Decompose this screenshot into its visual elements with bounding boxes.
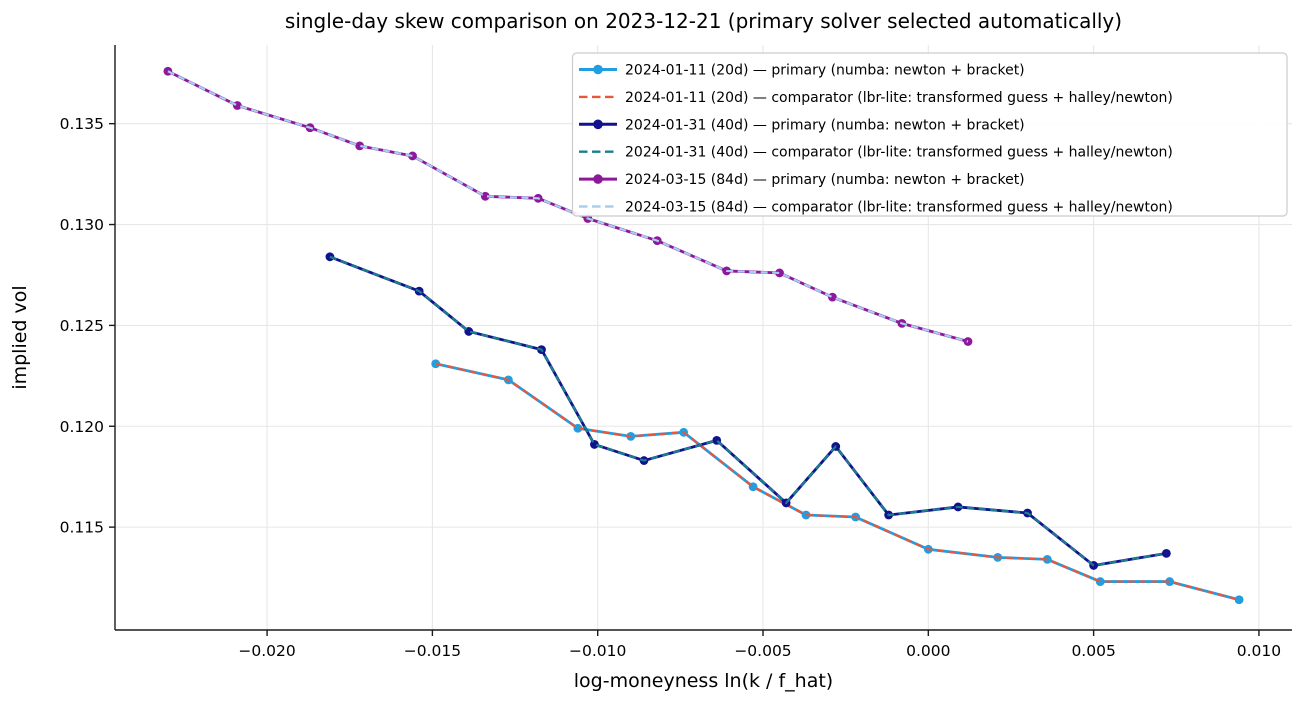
legend-handle-marker: [593, 174, 603, 184]
axis-ticks: −0.020 −0.015 −0.010 −0.005 0.000 0.005 0.010 0…: [60, 115, 1282, 660]
y-tick-label: 0.120: [60, 418, 104, 436]
data-point-marker: [828, 292, 837, 302]
y-tick-label: 0.115: [60, 519, 104, 537]
series-line-5: [167, 70, 969, 343]
x-tick-label: −0.005: [734, 642, 791, 660]
data-point-marker: [1042, 554, 1052, 564]
x-tick-label: 0.005: [1071, 642, 1115, 660]
legend-label: 2024-01-31 (40d) — primary (numba: newto…: [625, 117, 1025, 133]
x-axis-label: log-moneyness ln(k / f_hat): [574, 670, 833, 692]
x-tick-label: 0.010: [1237, 642, 1281, 660]
legend-label: 2024-03-15 (84d) — primary (numba: newto…: [625, 172, 1025, 188]
data-point-marker: [775, 268, 784, 278]
x-tick-label: −0.015: [404, 642, 461, 660]
chart-title: single-day skew comparison on 2023-12-21…: [285, 9, 1122, 33]
legend-label: 2024-01-31 (40d) — comparator (lbr-lite:…: [625, 145, 1173, 161]
y-tick-label: 0.130: [60, 216, 104, 234]
legend-item-2: 2024-01-31 (40d) — primary (numba: newto…: [579, 117, 1025, 133]
legend-label: 2024-01-11 (20d) — primary (numba: newto…: [625, 63, 1025, 79]
legend: 2024-01-11 (20d) — primary (numba: newto…: [571, 52, 1288, 217]
data-point-marker: [232, 101, 242, 110]
y-tick-label: 0.125: [60, 317, 104, 335]
x-tick-label: −0.010: [569, 642, 626, 660]
legend-label: 2024-03-15 (84d) — comparator (lbr-lite:…: [625, 200, 1173, 216]
legend-box: [571, 52, 1288, 217]
legend-item-3: 2024-01-31 (40d) — comparator (lbr-lite:…: [579, 145, 1173, 161]
legend-label: 2024-01-11 (20d) — comparator (lbr-lite:…: [625, 90, 1173, 106]
legend-handle-marker: [593, 119, 603, 130]
y-tick-label: 0.135: [60, 115, 104, 133]
data-point-marker: [1095, 577, 1105, 586]
series-line-3: [329, 255, 1167, 567]
legend-item-0: 2024-01-11 (20d) — primary (numba: newto…: [579, 63, 1025, 79]
legend-item-1: 2024-01-11 (20d) — comparator (lbr-lite:…: [579, 90, 1173, 106]
series-line-1: [435, 362, 1240, 601]
x-tick-label: −0.020: [238, 642, 295, 660]
data-point-marker: [355, 141, 365, 151]
data-point-marker: [801, 510, 811, 520]
legend-handle-marker: [593, 64, 603, 75]
data-point-marker: [1234, 595, 1244, 605]
legend-item-5: 2024-03-15 (84d) — comparator (lbr-lite:…: [579, 200, 1173, 216]
series-line-0: [435, 362, 1240, 602]
y-axis-label: implied vol: [9, 285, 31, 389]
data-point-marker: [1165, 577, 1175, 586]
legend-item-4: 2024-03-15 (84d) — primary (numba: newto…: [579, 172, 1025, 188]
series-line-2: [329, 255, 1167, 567]
data-point-marker: [408, 151, 417, 161]
x-tick-label: 0.000: [906, 642, 950, 660]
